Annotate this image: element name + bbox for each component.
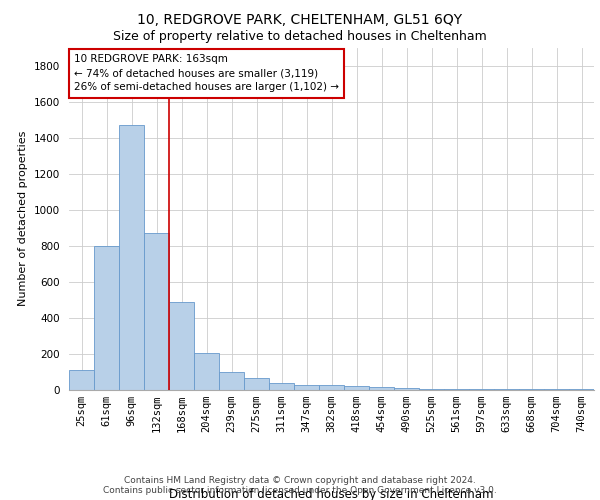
Bar: [369, 388, 394, 390]
Bar: [319, 386, 344, 390]
Bar: [419, 388, 444, 390]
Bar: [169, 302, 194, 390]
Text: 10 REDGROVE PARK: 163sqm
← 74% of detached houses are smaller (3,119)
26% of sem: 10 REDGROVE PARK: 163sqm ← 74% of detach…: [74, 54, 339, 92]
Bar: [444, 389, 469, 390]
Bar: [469, 389, 494, 390]
Text: Contains HM Land Registry data © Crown copyright and database right 2024.: Contains HM Land Registry data © Crown c…: [124, 476, 476, 485]
Text: Contains public sector information licensed under the Open Government Licence v3: Contains public sector information licen…: [103, 486, 497, 495]
Bar: [294, 384, 319, 390]
Bar: [144, 233, 169, 390]
Bar: [94, 246, 119, 390]
Bar: [219, 372, 244, 390]
Text: 10, REDGROVE PARK, CHELTENHAM, GL51 6QY: 10, REDGROVE PARK, CHELTENHAM, GL51 6QY: [137, 12, 463, 26]
Y-axis label: Number of detached properties: Number of detached properties: [18, 131, 28, 306]
X-axis label: Distribution of detached houses by size in Cheltenham: Distribution of detached houses by size …: [169, 488, 494, 500]
Text: Size of property relative to detached houses in Cheltenham: Size of property relative to detached ho…: [113, 30, 487, 43]
Bar: [344, 386, 369, 390]
Bar: [69, 370, 94, 390]
Bar: [194, 353, 219, 390]
Bar: [394, 388, 419, 390]
Bar: [119, 125, 144, 390]
Bar: [269, 383, 294, 390]
Bar: [244, 378, 269, 390]
